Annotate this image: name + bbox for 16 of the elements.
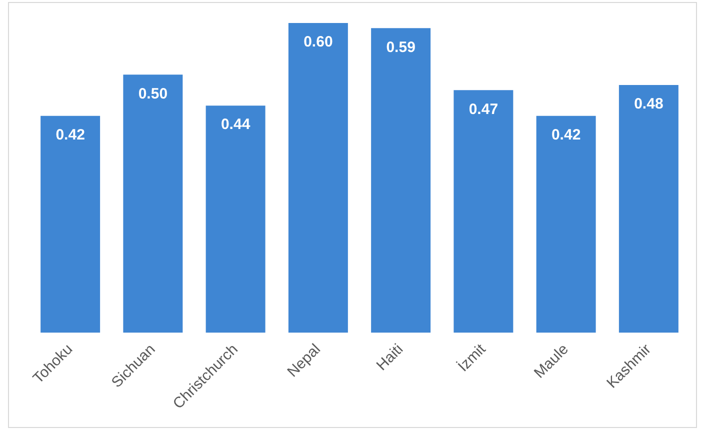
data-label: 0.47 — [468, 100, 498, 118]
bar — [123, 74, 183, 333]
bar — [371, 28, 431, 333]
data-label: 0.42 — [56, 126, 85, 144]
bar — [206, 106, 266, 333]
data-label: 0.42 — [551, 126, 581, 144]
data-label: 0.44 — [220, 116, 251, 134]
bar — [288, 23, 348, 333]
bar — [536, 116, 596, 333]
data-label: 0.59 — [386, 38, 416, 56]
bar — [618, 84, 678, 333]
data-label: 0.60 — [304, 34, 333, 51]
bar — [40, 116, 100, 333]
data-label: 0.50 — [138, 85, 168, 102]
bar — [454, 90, 514, 333]
data-label: 0.48 — [634, 96, 664, 113]
